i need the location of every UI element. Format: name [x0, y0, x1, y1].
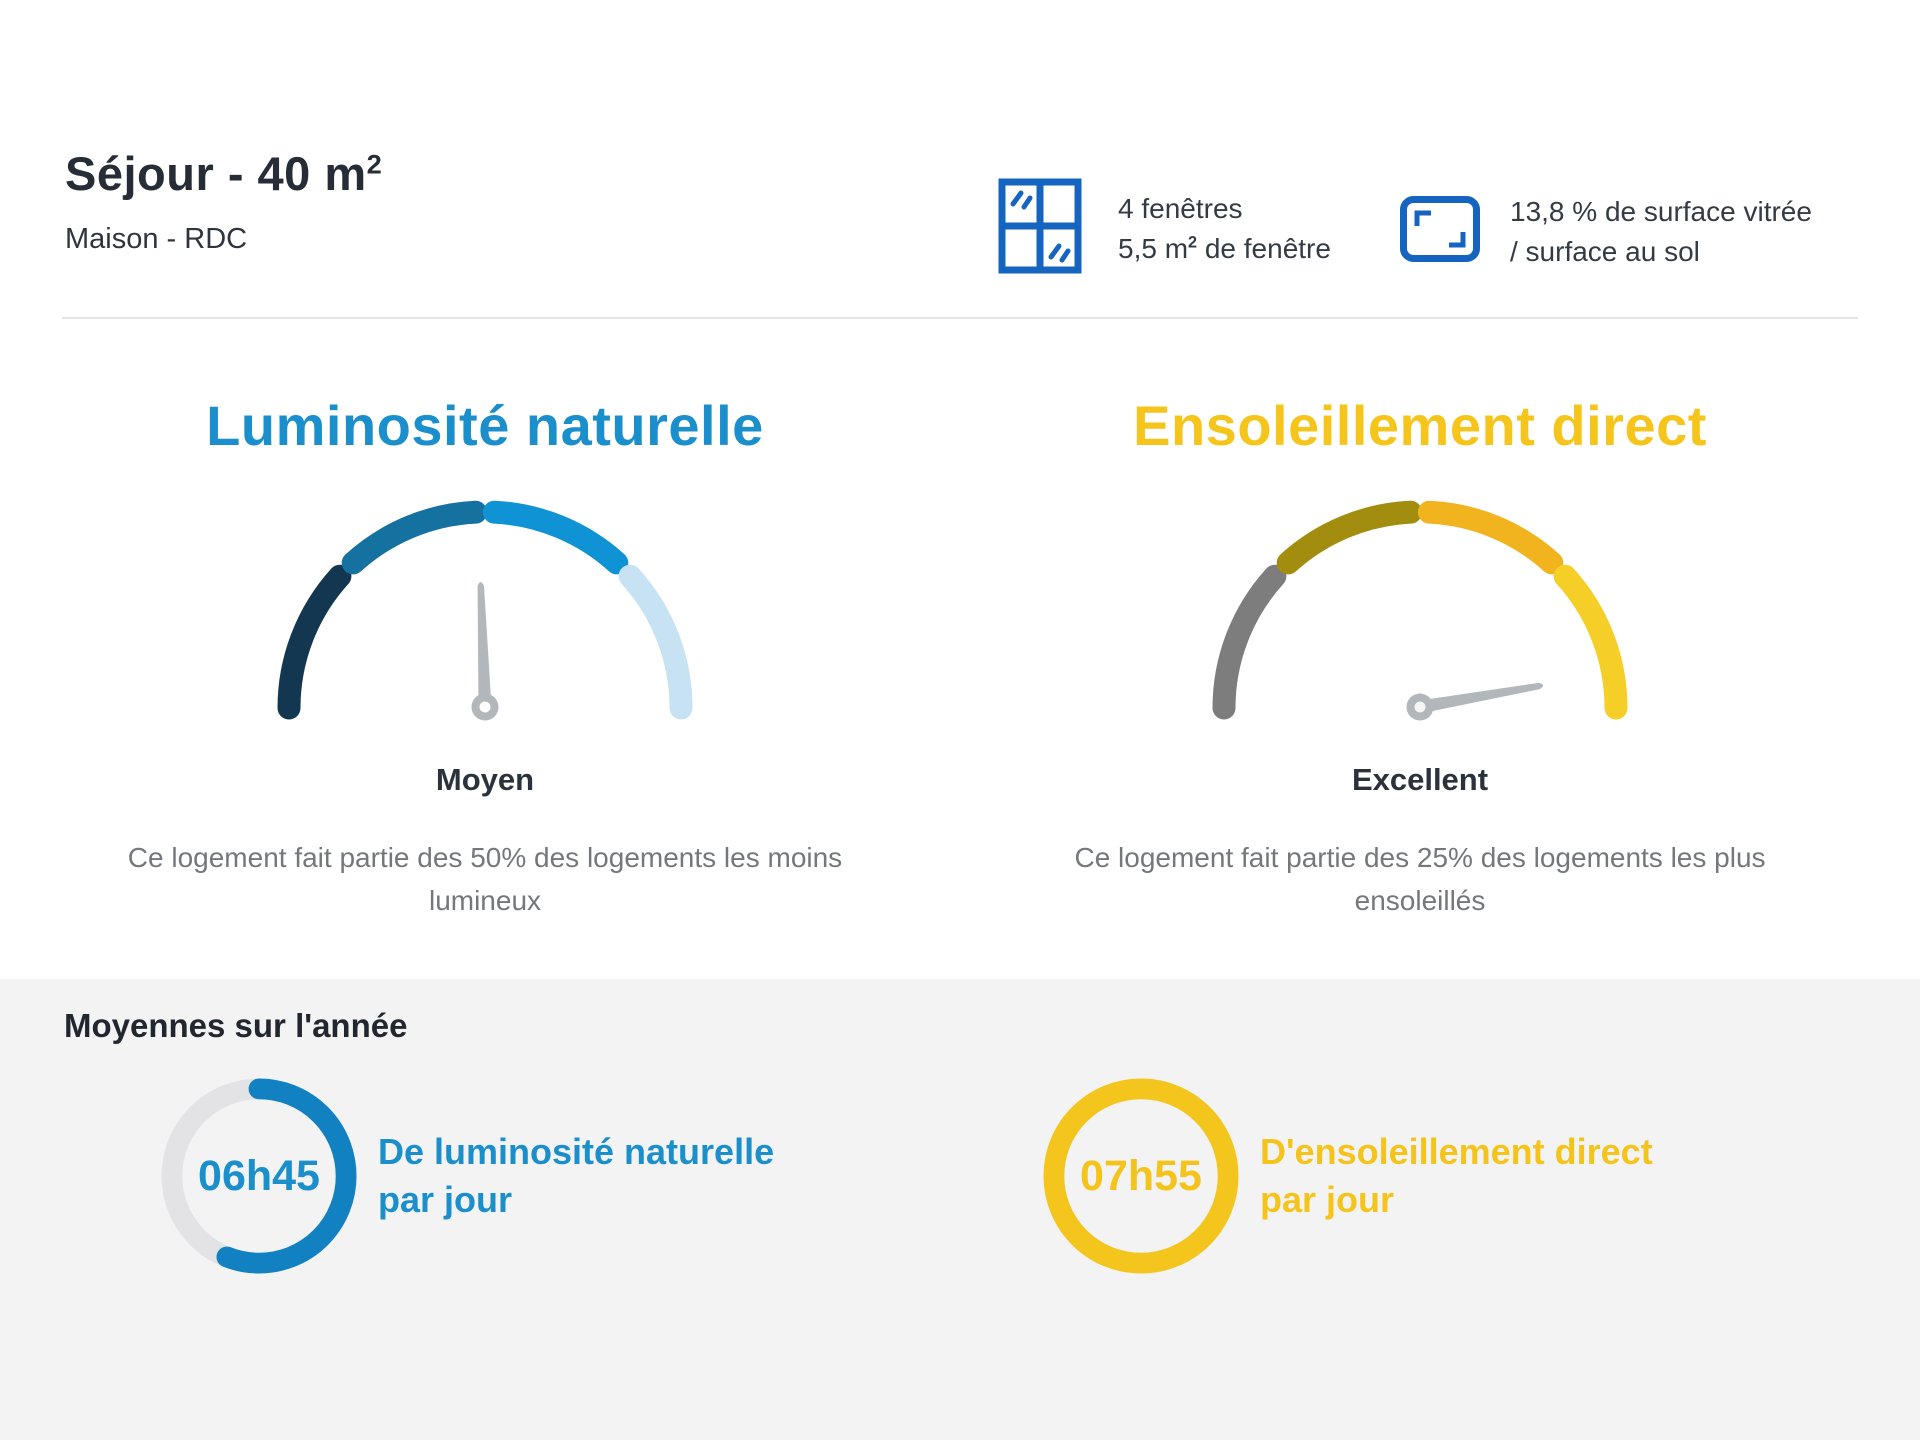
daylight-ring: 06h45 [160, 1077, 358, 1275]
daylight-gauge-section: Luminosité naturelle Moyen Ce logement f… [55, 393, 915, 923]
gauge-needle [1406, 682, 1544, 721]
glazing-info: 13,8 % de surface vitrée / surface au so… [1400, 192, 1812, 272]
gauge-needle [471, 582, 499, 721]
sunlight-ring: 07h55 [1042, 1077, 1240, 1275]
daylight-gauge-title: Luminosité naturelle [206, 394, 764, 457]
sunlight-ring-label: D'ensoleillement direct par jour [1260, 1131, 1653, 1220]
page-subtitle: Maison - RDC [65, 223, 248, 255]
sunlight-average-stat: 07h55 D'ensoleillement direct par jour [1042, 1077, 1690, 1275]
windows-info: 4 fenêtres 5,5 m2 de fenêtre [998, 178, 1331, 279]
daylight-ring-label: De luminosité naturelle par jour [378, 1131, 775, 1220]
page-title-superscript: 2 [366, 148, 383, 180]
glazing-ratio-line2: / surface au sol [1510, 235, 1700, 267]
header-divider [62, 317, 1858, 319]
daylight-ring-value: 06h45 [198, 1151, 320, 1200]
window-icon [998, 178, 1082, 279]
windows-area: 5,5 m2 de fenêtre [1118, 232, 1331, 264]
sunlight-gauge-title: Ensoleillement direct [1133, 394, 1707, 457]
sunlight-ring-value: 07h55 [1080, 1151, 1202, 1200]
sunlight-rating-label: Excellent [1351, 762, 1489, 797]
windows-info-text: 4 fenêtres 5,5 m2 de fenêtre [1118, 189, 1331, 269]
glazing-info-text: 13,8 % de surface vitrée / surface au so… [1510, 192, 1812, 272]
averages-heading: Moyennes sur l'année [64, 1007, 408, 1044]
sunlight-description: Ce logement fait partie des 25% des loge… [1074, 842, 1766, 917]
windows-count: 4 fenêtres [1118, 192, 1243, 224]
header: Séjour - 40 m2 Maison - RDC [65, 146, 382, 256]
sunlight-gauge [1212, 500, 1628, 721]
averages-section: Moyennes sur l'année 06h45 De luminosité… [0, 979, 1920, 1440]
daylight-description: Ce logement fait partie des 50% des loge… [127, 842, 843, 917]
glazed-surface-icon [1400, 196, 1480, 267]
daylight-gauge [277, 500, 693, 721]
daylight-average-stat: 06h45 De luminosité naturelle par jour [160, 1077, 808, 1275]
daylight-rating-label: Moyen [435, 762, 535, 797]
glazing-ratio-line1: 13,8 % de surface vitrée [1510, 196, 1812, 227]
page-title: Séjour - 40 m2 [65, 147, 383, 200]
sunlight-gauge-section: Ensoleillement direct Excellent Ce logem… [990, 393, 1850, 923]
